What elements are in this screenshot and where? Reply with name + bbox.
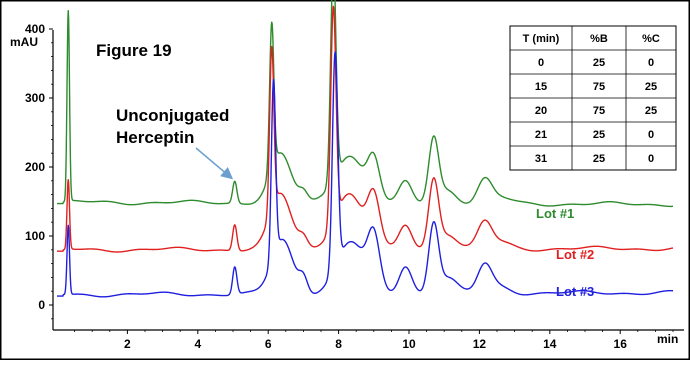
gradient-table-cell: 75 — [593, 105, 605, 117]
y-axis-unit: mAU — [10, 35, 38, 49]
gradient-table-cell: 31 — [535, 153, 547, 165]
gradient-table-cell: 25 — [645, 105, 657, 117]
gradient-table-cell: 20 — [535, 105, 547, 117]
x-tick-label-2: 2 — [124, 337, 131, 351]
gradient-table-cell: 0 — [648, 57, 654, 69]
gradient-table-cell: 25 — [593, 129, 605, 141]
gradient-table-cell: 0 — [648, 153, 654, 165]
series-layer — [56, 0, 674, 298]
annotation-line-1: Unconjugated — [116, 106, 229, 125]
y-tick-label-100: 100 — [25, 229, 45, 243]
series-label-1: Lot #1 — [536, 206, 574, 221]
gradient-table: T (min) %B %C 0 25 0 15 75 25 20 75 25 21 25 0 31 25 0 — [509, 25, 677, 171]
x-tick-label-8: 8 — [335, 337, 342, 351]
y-tick-label-300: 300 — [25, 91, 45, 105]
gradient-table-cell: 25 — [645, 81, 657, 93]
figure-label: Figure 19 — [96, 41, 172, 60]
series-label-3: Lot #3 — [556, 284, 594, 299]
labels-layer: mAU min Figure 19 Unconjugated Herceptin… — [10, 35, 678, 346]
y-tick-label-400: 400 — [25, 22, 45, 36]
gradient-table-cell: 25 — [593, 153, 605, 165]
gradient-table-cell: 25 — [593, 57, 605, 69]
gradient-table-cell: 0 — [648, 129, 654, 141]
x-tick-label-6: 6 — [265, 337, 272, 351]
series-line-lot-3 — [56, 51, 674, 298]
annotation-line-2: Herceptin — [116, 128, 194, 147]
gradient-table-cell: 21 — [535, 129, 547, 141]
x-tick-label-14: 14 — [543, 337, 557, 351]
gradient-table-header-cell: T (min) — [523, 33, 560, 45]
x-tick-label-10: 10 — [402, 337, 416, 351]
gradient-table-cell: 0 — [538, 57, 544, 69]
y-tick-label-0: 0 — [38, 298, 45, 312]
series-line-lot-2 — [56, 5, 674, 253]
x-tick-label-16: 16 — [614, 337, 628, 351]
series-label-2: Lot #2 — [556, 247, 594, 262]
gradient-table-header-cell: %C — [642, 33, 660, 45]
gradient-table-cell: 75 — [593, 81, 605, 93]
annotation-arrow — [195, 147, 234, 180]
x-tick-label-12: 12 — [473, 337, 487, 351]
gradient-table-cell: 15 — [535, 81, 547, 93]
gradient-table-header-cell: %B — [590, 33, 608, 45]
x-tick-label-4: 4 — [194, 337, 201, 351]
x-axis-unit: min — [657, 332, 678, 346]
y-tick-label-200: 200 — [25, 160, 45, 174]
series-line-lot-1 — [56, 0, 674, 208]
